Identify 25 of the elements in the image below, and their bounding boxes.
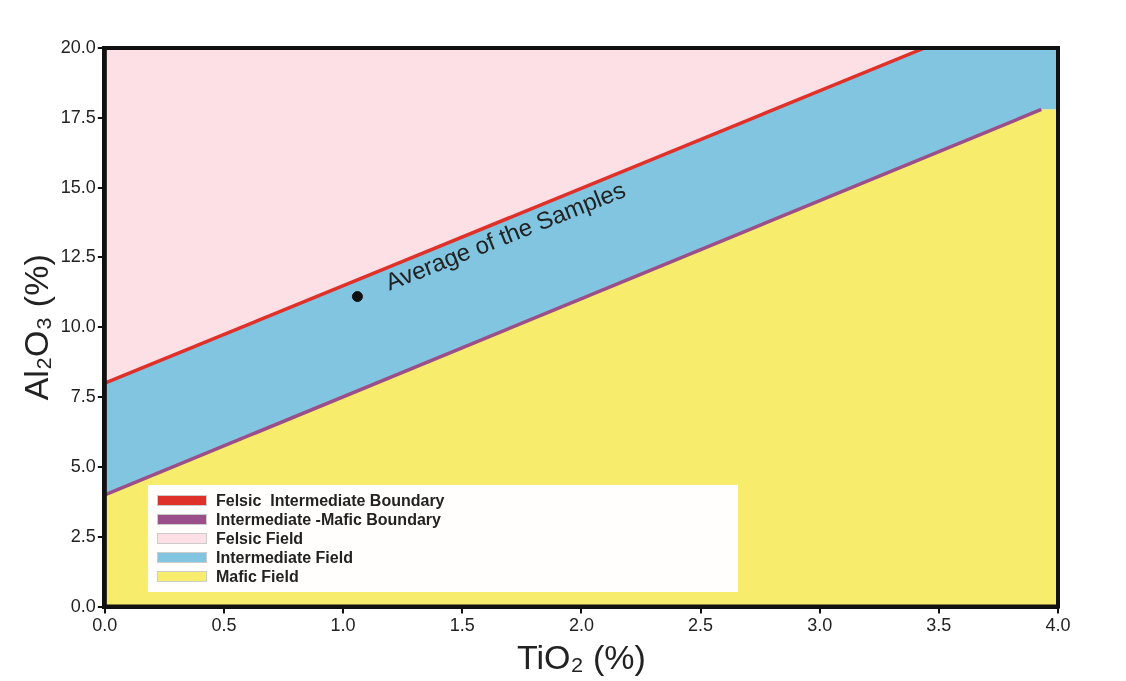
y-tick-label: 0.0 <box>70 595 96 616</box>
x-tick-label: 4.0 <box>1045 615 1071 636</box>
x-tick-label: 3.5 <box>926 615 952 636</box>
legend-label: Intermediate -Mafic Boundary <box>216 510 441 529</box>
x-tick-label: 2.0 <box>568 615 594 636</box>
y-tick-label: 7.5 <box>70 386 96 407</box>
y-tick-label: 17.5 <box>60 106 96 127</box>
y-tick-label: 12.5 <box>60 246 96 267</box>
x-tick-label: 1.5 <box>449 615 475 636</box>
x-tick-label: 0.0 <box>92 615 118 636</box>
y-tick-label: 2.5 <box>70 525 96 546</box>
y-axis-title: Al₂O₃ (%) <box>16 254 55 401</box>
x-axis-title: TiO₂ (%) <box>516 637 646 676</box>
x-tick-label: 1.0 <box>330 615 356 636</box>
legend-label: Intermediate Field <box>216 548 353 567</box>
legend-label: Felsic Intermediate Boundary <box>216 491 445 510</box>
legend-label: Felsic Field <box>216 529 304 548</box>
legend-label: Mafic Field <box>216 567 299 586</box>
y-tick-label: 5.0 <box>70 455 96 476</box>
x-tick-label: 2.5 <box>688 615 714 636</box>
x-tick-label: 0.5 <box>211 615 237 636</box>
y-tick-label: 15.0 <box>60 176 96 197</box>
y-tick-label: 10.0 <box>60 316 96 337</box>
x-tick-label: 3.0 <box>807 615 833 636</box>
y-tick-label: 20.0 <box>60 36 96 57</box>
